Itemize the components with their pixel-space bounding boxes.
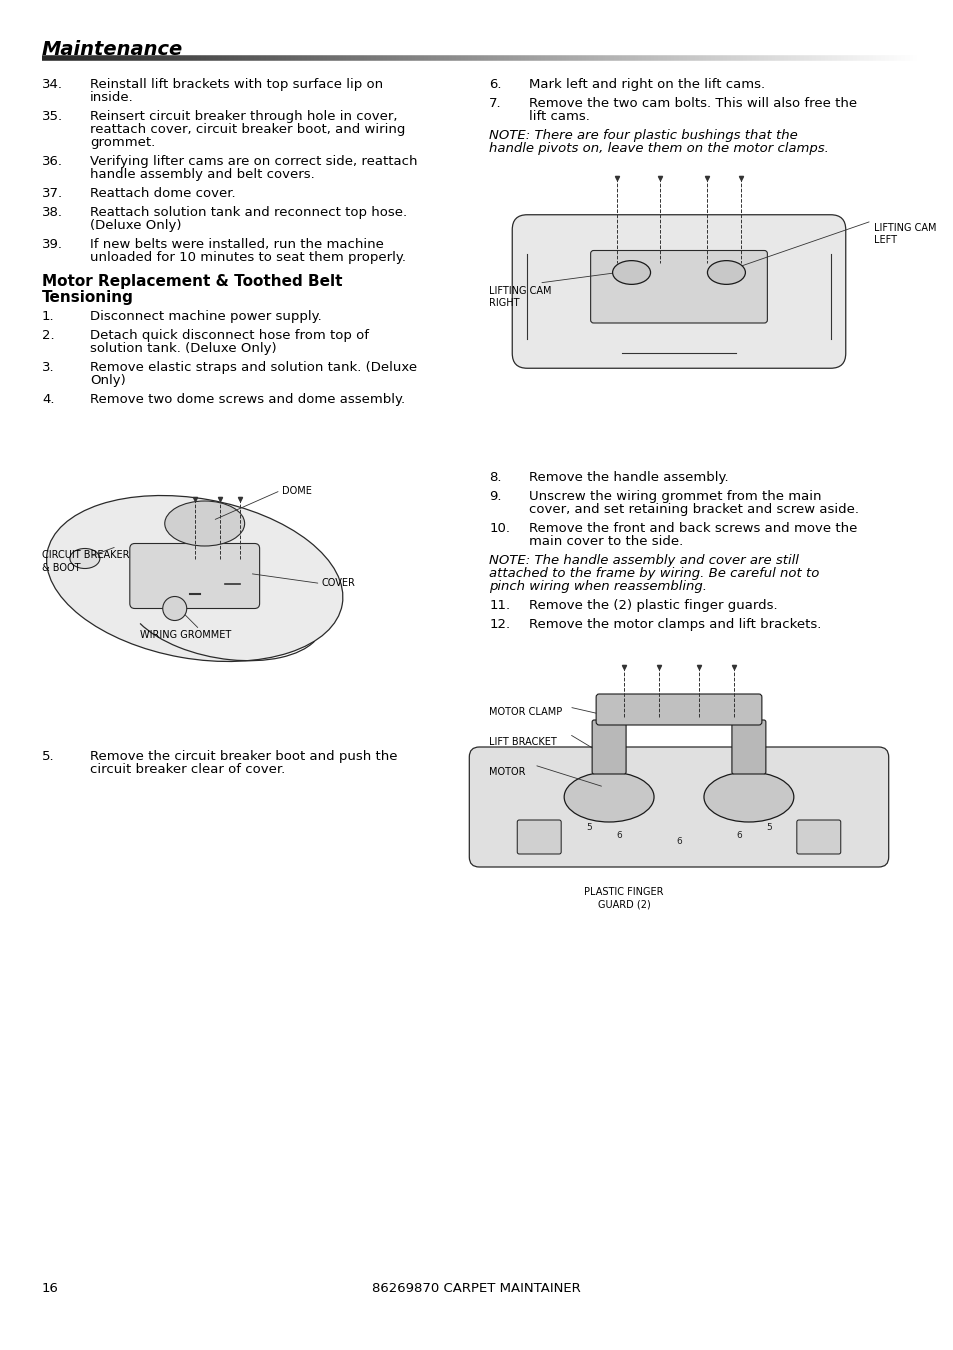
Text: 39.: 39. — [42, 238, 63, 251]
Text: cover, and set retaining bracket and screw aside.: cover, and set retaining bracket and scr… — [529, 504, 859, 516]
Text: 7.: 7. — [489, 97, 501, 109]
FancyBboxPatch shape — [512, 215, 845, 369]
FancyBboxPatch shape — [590, 251, 766, 323]
FancyBboxPatch shape — [592, 720, 625, 774]
Ellipse shape — [165, 501, 244, 545]
Text: 10.: 10. — [489, 522, 510, 535]
Text: 35.: 35. — [42, 109, 63, 123]
Text: Remove two dome screws and dome assembly.: Remove two dome screws and dome assembly… — [90, 393, 405, 406]
Ellipse shape — [707, 261, 744, 285]
Text: unloaded for 10 minutes to seat them properly.: unloaded for 10 minutes to seat them pro… — [90, 251, 405, 265]
Text: 6: 6 — [736, 830, 741, 840]
Ellipse shape — [563, 772, 654, 822]
Text: main cover to the side.: main cover to the side. — [529, 535, 682, 548]
FancyBboxPatch shape — [130, 544, 259, 609]
Text: Reinsert circuit breaker through hole in cover,: Reinsert circuit breaker through hole in… — [90, 109, 397, 123]
Text: NOTE: The handle assembly and cover are still: NOTE: The handle assembly and cover are … — [489, 554, 799, 567]
Text: CIRCUIT BREAKER
& BOOT: CIRCUIT BREAKER & BOOT — [42, 551, 130, 572]
Text: 6: 6 — [616, 830, 621, 840]
Text: inside.: inside. — [90, 90, 133, 104]
Text: Maintenance: Maintenance — [42, 40, 183, 59]
FancyBboxPatch shape — [796, 819, 840, 855]
Text: Reattach dome cover.: Reattach dome cover. — [90, 188, 235, 200]
Text: COVER: COVER — [321, 579, 355, 589]
Text: lift cams.: lift cams. — [529, 109, 590, 123]
Text: MOTOR CLAMP: MOTOR CLAMP — [489, 707, 562, 717]
Text: PLASTIC FINGER
GUARD (2): PLASTIC FINGER GUARD (2) — [584, 887, 663, 910]
Text: 8.: 8. — [489, 471, 501, 485]
Text: handle pivots on, leave them on the motor clamps.: handle pivots on, leave them on the moto… — [489, 142, 828, 155]
Text: 34.: 34. — [42, 78, 63, 90]
Text: circuit breaker clear of cover.: circuit breaker clear of cover. — [90, 763, 285, 776]
FancyBboxPatch shape — [517, 819, 560, 855]
Text: (Deluxe Only): (Deluxe Only) — [90, 219, 181, 232]
Text: 38.: 38. — [42, 207, 63, 219]
Text: If new belts were installed, run the machine: If new belts were installed, run the mac… — [90, 238, 383, 251]
Text: grommet.: grommet. — [90, 136, 155, 148]
Text: handle assembly and belt covers.: handle assembly and belt covers. — [90, 167, 314, 181]
Text: LIFTING CAM
LEFT: LIFTING CAM LEFT — [873, 223, 935, 246]
Text: Tensioning: Tensioning — [42, 290, 133, 305]
Text: 9.: 9. — [489, 490, 501, 504]
Text: Remove the motor clamps and lift brackets.: Remove the motor clamps and lift bracket… — [529, 618, 821, 630]
Text: reattach cover, circuit breaker boot, and wiring: reattach cover, circuit breaker boot, an… — [90, 123, 405, 136]
Text: pinch wiring when reassembling.: pinch wiring when reassembling. — [489, 580, 706, 593]
Text: NOTE: There are four plastic bushings that the: NOTE: There are four plastic bushings th… — [489, 130, 798, 142]
Text: Disconnect machine power supply.: Disconnect machine power supply. — [90, 310, 321, 323]
Text: Reinstall lift brackets with top surface lip on: Reinstall lift brackets with top surface… — [90, 78, 382, 90]
Text: 6: 6 — [676, 837, 681, 846]
Text: Verifying lifter cams are on correct side, reattach: Verifying lifter cams are on correct sid… — [90, 155, 416, 167]
Text: 11.: 11. — [489, 599, 510, 612]
Circle shape — [163, 597, 187, 621]
Text: Mark left and right on the lift cams.: Mark left and right on the lift cams. — [529, 78, 764, 90]
Text: Only): Only) — [90, 374, 126, 387]
Ellipse shape — [47, 495, 342, 662]
Text: MOTOR: MOTOR — [489, 767, 525, 778]
Text: Remove the (2) plastic finger guards.: Remove the (2) plastic finger guards. — [529, 599, 777, 612]
Text: 36.: 36. — [42, 155, 63, 167]
FancyBboxPatch shape — [731, 720, 765, 774]
Text: 12.: 12. — [489, 618, 510, 630]
Text: solution tank. (Deluxe Only): solution tank. (Deluxe Only) — [90, 342, 276, 355]
Ellipse shape — [70, 548, 100, 568]
Text: 5: 5 — [586, 822, 592, 832]
FancyBboxPatch shape — [469, 747, 888, 867]
FancyBboxPatch shape — [596, 694, 761, 725]
Text: 16: 16 — [42, 1282, 59, 1295]
Ellipse shape — [703, 772, 793, 822]
Text: attached to the frame by wiring. Be careful not to: attached to the frame by wiring. Be care… — [489, 567, 819, 580]
Text: Detach quick disconnect hose from top of: Detach quick disconnect hose from top of — [90, 329, 369, 342]
Text: DOME: DOME — [281, 486, 311, 495]
Text: Remove the two cam bolts. This will also free the: Remove the two cam bolts. This will also… — [529, 97, 857, 109]
Text: Remove the front and back screws and move the: Remove the front and back screws and mov… — [529, 522, 857, 535]
Text: 6.: 6. — [489, 78, 501, 90]
Text: 5: 5 — [765, 822, 771, 832]
Text: 5.: 5. — [42, 751, 54, 763]
Text: Motor Replacement & Toothed Belt: Motor Replacement & Toothed Belt — [42, 274, 342, 289]
Text: Reattach solution tank and reconnect top hose.: Reattach solution tank and reconnect top… — [90, 207, 407, 219]
Text: 2.: 2. — [42, 329, 54, 342]
Text: Remove the circuit breaker boot and push the: Remove the circuit breaker boot and push… — [90, 751, 397, 763]
Text: 4.: 4. — [42, 393, 54, 406]
Text: 86269870 CARPET MAINTAINER: 86269870 CARPET MAINTAINER — [372, 1282, 580, 1295]
Text: LIFT BRACKET: LIFT BRACKET — [489, 737, 557, 747]
Text: Remove the handle assembly.: Remove the handle assembly. — [529, 471, 728, 485]
Text: Remove elastic straps and solution tank. (Deluxe: Remove elastic straps and solution tank.… — [90, 360, 416, 374]
Text: LIFTING CAM
RIGHT: LIFTING CAM RIGHT — [489, 286, 551, 308]
Text: 37.: 37. — [42, 188, 63, 200]
Text: Unscrew the wiring grommet from the main: Unscrew the wiring grommet from the main — [529, 490, 821, 504]
Text: 3.: 3. — [42, 360, 54, 374]
Ellipse shape — [612, 261, 650, 285]
Text: WIRING GROMMET: WIRING GROMMET — [140, 630, 231, 640]
Text: 1.: 1. — [42, 310, 54, 323]
